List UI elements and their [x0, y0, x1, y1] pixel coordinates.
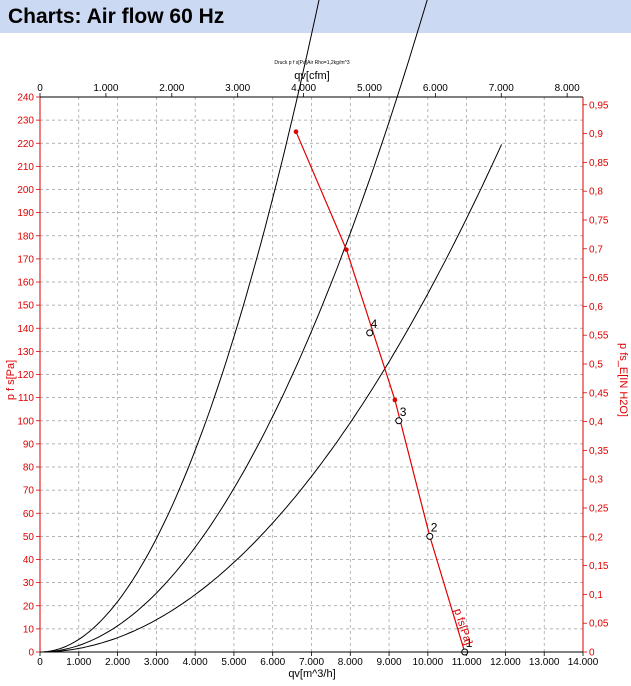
chart-frame: [39, 96, 584, 653]
inh2o-tick-label: 0,35: [589, 446, 609, 457]
x-tick-label: 0: [37, 657, 43, 668]
fan-curve-marker: [392, 397, 398, 403]
right-axis-label: p fs_E[IN H2O]: [617, 343, 629, 417]
x-tick-label: 10.000: [413, 657, 444, 668]
inh2o-tick-label: 0,1: [589, 590, 603, 601]
x-tick-label: 12.000: [490, 657, 521, 668]
inh2o-tick-label: 0,4: [589, 417, 603, 428]
fan-curve-line: [295, 131, 466, 653]
page-title: Charts: Air flow 60 Hz: [8, 5, 225, 28]
y-tick-label: 230: [17, 116, 34, 127]
y-tick-label: 210: [17, 162, 34, 173]
y-tick-label: 80: [23, 463, 35, 474]
inh2o-tick-label: 0,15: [589, 561, 609, 572]
operating-point: [426, 532, 434, 540]
inh2o-tick-label: 0,45: [589, 388, 609, 399]
operating-point-label: 4: [371, 317, 378, 331]
inh2o-tick-label: 0,05: [589, 619, 609, 630]
operating-point: [395, 417, 403, 425]
operating-point-label: 1: [466, 636, 473, 650]
x-tick-label: 2.000: [105, 657, 130, 668]
inh2o-tick-label: 0,95: [589, 100, 609, 111]
page-header: Charts: Air flow 60 Hz: [0, 0, 631, 33]
y-tick-label: 90: [23, 439, 35, 450]
inh2o-tick-label: 0,85: [589, 158, 609, 169]
y-tick-label: 100: [17, 416, 34, 427]
y-tick-label: 110: [18, 393, 34, 404]
y-tick-label: 240: [17, 93, 34, 104]
inh2o-tick-label: 0,9: [589, 129, 603, 140]
operating-point-label: 2: [431, 520, 438, 534]
y-tick-label: 10: [23, 624, 35, 635]
x-tick-label: 6.000: [260, 657, 285, 668]
y-tick-label: 70: [23, 486, 35, 497]
inh2o-tick-label: 0: [589, 648, 595, 659]
inh2o-tick-label: 0,2: [589, 532, 603, 543]
x-tick-label: 7.000: [299, 657, 324, 668]
y-tick-label: 140: [17, 324, 34, 335]
cfm-tick-label: 1.000: [93, 83, 118, 94]
chart-ticks: 0 1.000 2.000 3.000 4.000 5.000 6.000 7.000 8.00…: [17, 83, 609, 668]
y-tick-label: 30: [23, 578, 35, 589]
inh2o-tick-label: 0,5: [589, 359, 603, 370]
cfm-tick-label: 6.000: [423, 83, 448, 94]
y-tick-label: 220: [17, 139, 34, 150]
top-axis-label: qv[cfm]: [294, 70, 329, 82]
x-tick-label: 13.000: [529, 657, 560, 668]
x-tick-label: 14.000: [568, 657, 599, 668]
inh2o-tick-label: 0,3: [589, 475, 603, 486]
cfm-tick-label: 7.000: [489, 83, 514, 94]
x-tick-label: 3.000: [144, 657, 169, 668]
inh2o-tick-label: 0,6: [589, 302, 603, 313]
y-tick-label: 170: [17, 254, 34, 265]
x-tick-label: 8.000: [338, 657, 363, 668]
operating-point: [366, 329, 374, 337]
inh2o-tick-label: 0,8: [589, 187, 603, 198]
inh2o-tick-label: 0,25: [589, 503, 609, 514]
fan-curve-marker: [344, 247, 349, 252]
bottom-axis-label: qv[m^3/h]: [288, 668, 335, 680]
y-tick-label: 160: [17, 278, 34, 289]
y-tick-label: 40: [23, 555, 35, 566]
y-tick-label: 190: [17, 208, 34, 219]
cfm-tick-label: 4.000: [291, 83, 316, 94]
cfm-tick-label: 8.000: [555, 83, 580, 94]
cfm-tick-label: 5.000: [357, 83, 382, 94]
y-tick-label: 150: [17, 301, 34, 312]
y-tick-label: 20: [23, 601, 35, 612]
y-tick-label: 50: [23, 532, 35, 543]
operating-point-label: 3: [400, 405, 407, 419]
y-tick-label: 60: [23, 509, 35, 520]
fan-curve-marker: [293, 129, 299, 134]
inh2o-tick-label: 0,55: [589, 331, 609, 342]
system-curve: [40, 144, 503, 653]
cfm-tick-label: 0: [37, 83, 43, 94]
system-curve: [39, 0, 320, 653]
system-curve: [39, 0, 428, 653]
inh2o-tick-label: 0,7: [589, 244, 603, 255]
y-tick-label: 130: [17, 347, 34, 358]
y-tick-label: 120: [17, 370, 34, 381]
x-tick-label: 5.000: [221, 657, 246, 668]
cfm-tick-label: 3.000: [225, 83, 250, 94]
x-tick-label: 1.000: [66, 657, 91, 668]
cfm-tick-label: 2.000: [159, 83, 184, 94]
inh2o-tick-label: 0,75: [589, 215, 609, 226]
fan-curve-label: p fs[Pa]: [451, 607, 474, 646]
y-tick-label: 0: [28, 648, 34, 659]
x-tick-label: 9.000: [377, 657, 402, 668]
chart-grid: [40, 97, 583, 652]
x-tick-label: 4.000: [183, 657, 208, 668]
inh2o-tick-label: 0,65: [589, 273, 609, 284]
left-axis-label: p f s[Pa]: [5, 360, 17, 400]
x-tick-label: 11.000: [452, 657, 482, 668]
chart-subtitle: Druck p f s[Pa]Air Rho=1,2kg/m^3: [274, 60, 350, 66]
y-tick-label: 180: [17, 231, 34, 242]
y-tick-label: 200: [17, 185, 34, 196]
chart-series: 1 2 3 4: [39, 0, 503, 656]
